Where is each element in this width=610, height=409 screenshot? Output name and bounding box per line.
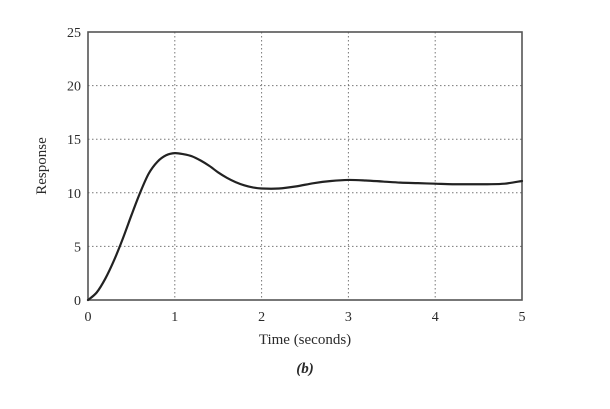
x-tick-labels: 0 1 2 3 4 5	[85, 310, 526, 325]
y-tick-label: 10	[67, 187, 81, 202]
y-tick-label: 25	[67, 26, 81, 41]
y-tick-label: 5	[74, 240, 81, 255]
x-tick-label: 4	[432, 310, 439, 325]
y-tick-label: 20	[67, 80, 81, 95]
x-tick-label: 0	[85, 310, 92, 325]
x-tick-label: 1	[171, 310, 178, 325]
y-tick-label: 15	[67, 133, 81, 148]
x-tick-label: 2	[258, 310, 265, 325]
y-axis-label: Response	[34, 137, 50, 195]
response-curve	[86, 152, 524, 302]
y-tick-label: 0	[74, 294, 81, 309]
y-tick-labels: 0 5 10 15 20 25	[67, 26, 81, 309]
x-axis-label: Time (seconds)	[259, 332, 351, 348]
x-tick-label: 5	[519, 310, 526, 325]
figure-caption: (b)	[296, 361, 314, 377]
plot-frame	[87, 31, 523, 301]
x-tick-label: 3	[345, 310, 352, 325]
grid-lines	[88, 32, 522, 300]
